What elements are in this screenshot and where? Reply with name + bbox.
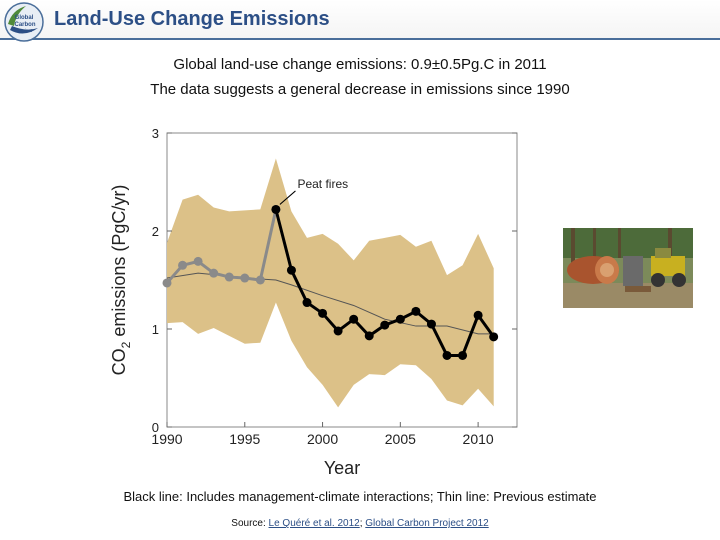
black-series-point [442,350,452,360]
x-tick-label: 2000 [307,431,338,447]
source-prefix: Source: [231,518,269,529]
x-tick-label: 2005 [385,431,416,447]
annotation-peat-fires: Peat fires [297,177,348,191]
y-axis-label-subscript: 2 [119,341,133,348]
grey-series-point [193,256,203,266]
grey-series-point [162,278,172,288]
black-series-point [318,308,328,318]
global-carbon-project-logo: Global Carbon Project [4,2,44,42]
source-link-le-quere[interactable]: Le Quéré et al. 2012 [268,518,360,529]
black-series-point [271,204,281,214]
black-series-point [286,265,296,275]
x-tick-label: 1990 [151,431,182,447]
subtitle-line-2: The data suggests a general decrease in … [150,81,570,98]
source-line: Source: Le Quéré et al. 2012; Global Car… [0,518,720,529]
logo-text-2: Carbon [15,22,36,28]
y-tick-label: 0 [152,420,159,435]
y-axis-label: CO2 emissions (PgC/yr) [109,185,133,376]
black-series-point [349,314,359,324]
y-axis-label-rest: emissions (PgC/yr) [109,185,129,342]
x-axis-label: Year [324,458,360,478]
black-series-point [395,314,405,324]
black-series-point [426,319,436,329]
black-series-point [302,298,312,308]
black-series-point [333,326,343,336]
black-series-point [489,332,499,342]
page-title: Land-Use Change Emissions [54,8,330,30]
black-series-point [364,331,374,341]
header-bar [0,0,720,40]
y-tick-label: 2 [152,224,159,239]
deforestation-photo [563,228,693,308]
figure-caption: Black line: Includes management-climate … [123,489,597,504]
uncertainty-band [167,158,494,408]
annotation-leader-line [279,190,296,205]
y-tick-label: 1 [152,322,159,337]
black-series-point [380,320,390,330]
y-axis-label-co: CO [109,348,129,375]
x-tick-label: 1995 [229,431,260,447]
source-link-gcp[interactable]: Global Carbon Project 2012 [365,518,489,529]
y-tick-label: 3 [152,126,159,141]
grey-series-point [240,273,250,283]
subtitle-line-1: Global land-use change emissions: 0.9±0.… [173,56,547,73]
grey-series-point [178,260,188,270]
header-divider [0,38,720,40]
x-tick-label: 2010 [463,431,494,447]
logo-text-3: Project [18,28,33,33]
grey-series-point [224,272,234,282]
black-series-point [411,306,421,316]
source-separator: ; [359,518,366,529]
black-series-point [473,310,483,320]
grey-series-point [209,268,219,278]
grey-series-point [255,275,265,285]
black-series-point [458,350,468,360]
logo-text-1: Global [15,15,34,21]
